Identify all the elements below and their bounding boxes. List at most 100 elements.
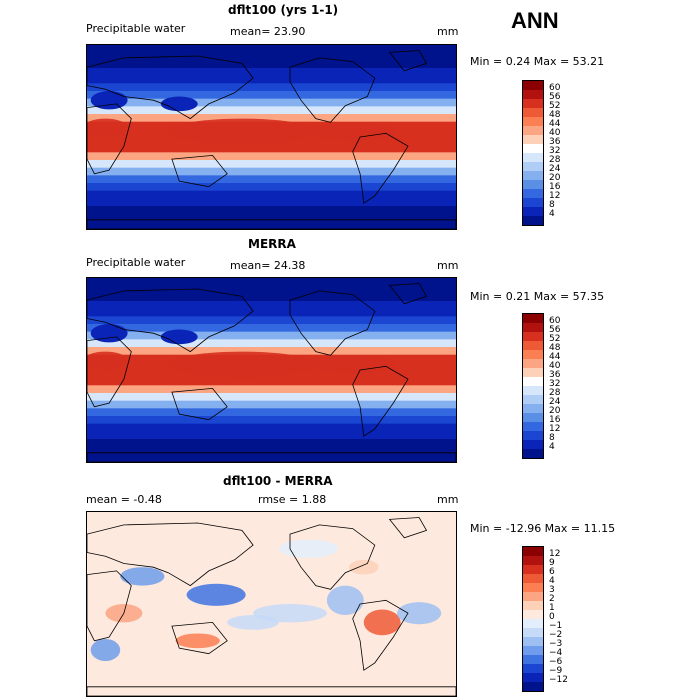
- colorbar-segment: [523, 556, 543, 565]
- field-band: [87, 167, 456, 177]
- colorbar-segment: [523, 619, 543, 628]
- colorbar-segment: [523, 216, 543, 225]
- field-band: [87, 83, 456, 92]
- field-band: [87, 52, 456, 62]
- field-band: [87, 278, 456, 287]
- colorbar-segment: [523, 323, 543, 332]
- panel-2-min-max: Min = 0.21 Max = 57.35: [470, 290, 605, 303]
- field-band: [87, 316, 456, 325]
- coastline: [87, 452, 456, 462]
- colorbar-segment: [523, 565, 543, 574]
- field-blob: [396, 602, 442, 625]
- coastline: [87, 686, 456, 696]
- colorbar-tick-label: 16: [549, 182, 561, 192]
- colorbar-tick-label: 52: [549, 101, 561, 111]
- colorbar-tick-label: 4: [549, 576, 555, 586]
- field-band: [87, 431, 456, 440]
- field-band: [87, 301, 456, 310]
- field-band: [87, 198, 456, 207]
- colorbar-segment: [523, 637, 543, 646]
- colorbar-segment: [523, 171, 543, 180]
- colorbar-segment: [523, 314, 543, 323]
- panel-3-colorbar: [522, 546, 544, 692]
- panel-3-unit-label: mm: [437, 493, 459, 506]
- coastline: [87, 55, 254, 120]
- field-blob: [87, 118, 128, 137]
- coastline: [352, 365, 409, 437]
- colorbar-segment: [523, 180, 543, 189]
- panel-2-variable-label: Precipitable water: [86, 256, 186, 269]
- field-band: [87, 324, 456, 333]
- colorbar-tick-label: 44: [549, 119, 561, 129]
- panel-1-map-field: [87, 45, 456, 229]
- field-band: [87, 408, 456, 417]
- colorbar-segment: [523, 682, 543, 691]
- colorbar-segment: [523, 386, 543, 395]
- colorbar-segment: [523, 395, 543, 404]
- colorbar-tick-label: 48: [549, 343, 561, 353]
- coastline: [388, 517, 428, 539]
- colorbar-segment: [523, 547, 543, 556]
- field-band: [87, 308, 456, 318]
- colorbar-segment: [523, 583, 543, 592]
- field-band: [87, 446, 456, 456]
- panel-2-map-field: [87, 278, 456, 462]
- panel-3-map-field: [87, 512, 456, 696]
- colorbar-tick-label: 8: [549, 200, 555, 210]
- colorbar-tick-label: 60: [549, 83, 561, 93]
- coastline: [87, 336, 132, 408]
- colorbar-segment: [523, 404, 543, 413]
- field-band: [87, 331, 456, 341]
- colorbar-tick-label: 40: [549, 361, 561, 371]
- field-band: [87, 393, 456, 402]
- colorbar-tick-label: 44: [549, 352, 561, 362]
- field-band: [87, 221, 456, 229]
- colorbar-tick-label: 40: [549, 128, 561, 138]
- panel-1-unit-label: mm: [437, 25, 459, 38]
- colorbar-tick-label: −9: [549, 666, 563, 676]
- field-background: [87, 512, 456, 696]
- colorbar-segment: [523, 126, 543, 135]
- colorbar-segment: [523, 664, 543, 673]
- coastline: [171, 154, 228, 188]
- colorbar-segment: [523, 198, 543, 207]
- field-band: [87, 339, 456, 348]
- coastline: [352, 599, 409, 671]
- panel-3-map: [86, 511, 457, 697]
- colorbar-tick-label: 32: [549, 146, 561, 156]
- colorbar-segment: [523, 108, 543, 117]
- colorbar-segment: [523, 189, 543, 198]
- field-band: [87, 144, 456, 154]
- coastline: [171, 621, 228, 655]
- field-blob: [90, 638, 121, 662]
- colorbar-tick-label: 52: [549, 334, 561, 344]
- colorbar-tick-label: 48: [549, 110, 561, 120]
- colorbar-segment: [523, 350, 543, 359]
- field-band: [87, 400, 456, 410]
- colorbar-tick-label: 9: [549, 558, 555, 568]
- field-blob: [363, 609, 401, 636]
- colorbar-segment: [523, 440, 543, 449]
- colorbar-segment: [523, 162, 543, 171]
- panel-2-colorbar: [522, 313, 544, 459]
- field-blob: [175, 633, 220, 649]
- coastline: [388, 283, 428, 305]
- colorbar-tick-label: 16: [549, 415, 561, 425]
- colorbar-tick-label: −1: [549, 621, 563, 631]
- colorbar-segment: [523, 646, 543, 655]
- colorbar-segment: [523, 153, 543, 162]
- colorbar-segment: [523, 413, 543, 422]
- colorbar-tick-label: 12: [549, 191, 561, 201]
- colorbar-segment: [523, 359, 543, 368]
- colorbar-segment: [523, 377, 543, 386]
- coastline: [171, 387, 228, 421]
- field-blob: [168, 118, 316, 145]
- colorbar-tick-label: −4: [549, 648, 563, 658]
- colorbar-segment: [523, 99, 543, 108]
- colorbar-tick-label: −2: [549, 630, 563, 640]
- panel-1-variable-label: Precipitable water: [86, 22, 186, 35]
- field-band: [87, 347, 456, 356]
- panel-1-mean-label: mean= 23.90: [230, 25, 306, 38]
- colorbar-segment: [523, 144, 543, 153]
- field-band: [87, 190, 456, 200]
